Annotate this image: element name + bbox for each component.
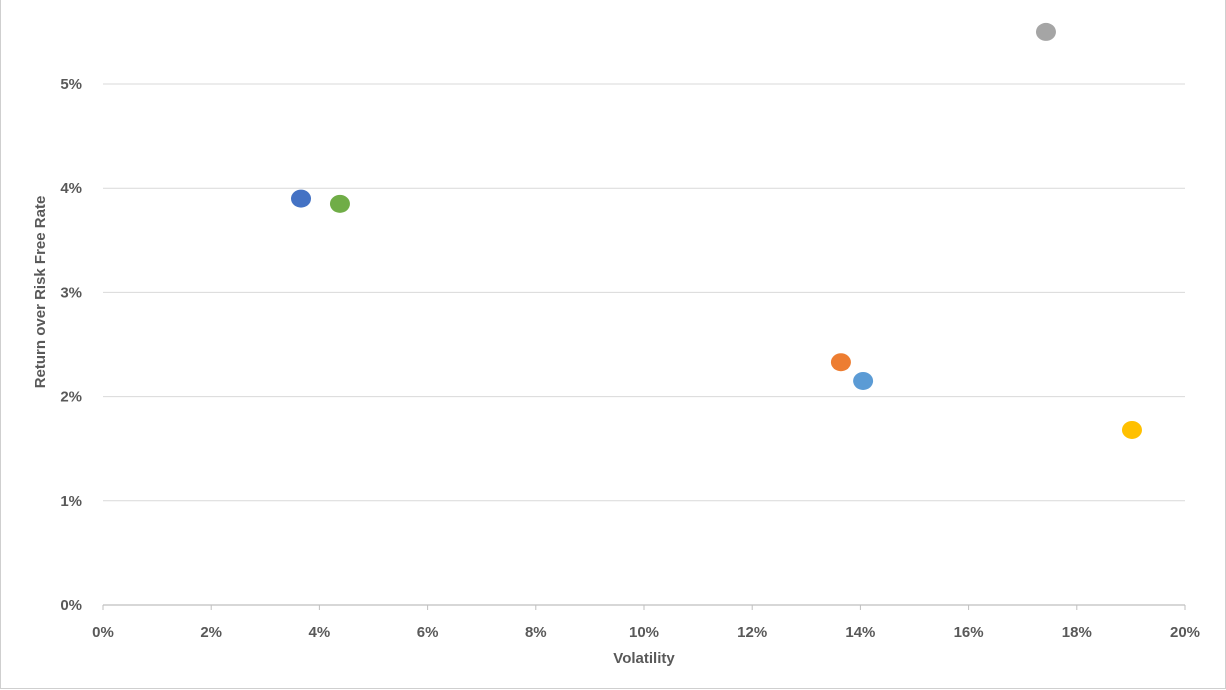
x-tick-label: 6% xyxy=(417,624,439,641)
x-axis-ticks: 0% 2% 4% 6% 8% 10% 12% 14% 16% 18% 20% xyxy=(92,624,1200,641)
x-tick-label: 14% xyxy=(845,624,875,641)
x-tick-label: 4% xyxy=(309,624,331,641)
data-point xyxy=(291,189,312,208)
y-tick-label: 5% xyxy=(60,76,82,93)
data-point xyxy=(329,194,350,213)
y-tick-label: 3% xyxy=(60,284,82,301)
x-tick-label: 0% xyxy=(92,624,114,641)
y-tick-label: 4% xyxy=(60,180,82,197)
data-points xyxy=(291,22,1142,439)
data-point xyxy=(830,353,851,372)
x-tick-label: 18% xyxy=(1062,624,1092,641)
x-tick-label: 10% xyxy=(629,624,659,641)
y-axis-title: Return over Risk Free Rate xyxy=(32,196,49,389)
axes xyxy=(102,604,1186,610)
y-tick-label: 1% xyxy=(60,493,82,510)
y-tick-label: 2% xyxy=(60,389,82,406)
x-tick-label: 16% xyxy=(954,624,984,641)
y-tick-label: 0% xyxy=(60,597,82,614)
x-axis-title: Volatility xyxy=(613,650,675,667)
x-tick-label: 8% xyxy=(525,624,547,641)
data-point xyxy=(853,371,874,390)
x-tick-label: 2% xyxy=(200,624,222,641)
y-axis-ticks: 0% 1% 2% 3% 4% 5% xyxy=(60,76,82,614)
data-point xyxy=(1121,420,1142,439)
gridlines xyxy=(103,83,1185,502)
data-point xyxy=(1035,22,1056,41)
x-tick-label: 12% xyxy=(737,624,767,641)
x-tick-label: 20% xyxy=(1170,624,1200,641)
